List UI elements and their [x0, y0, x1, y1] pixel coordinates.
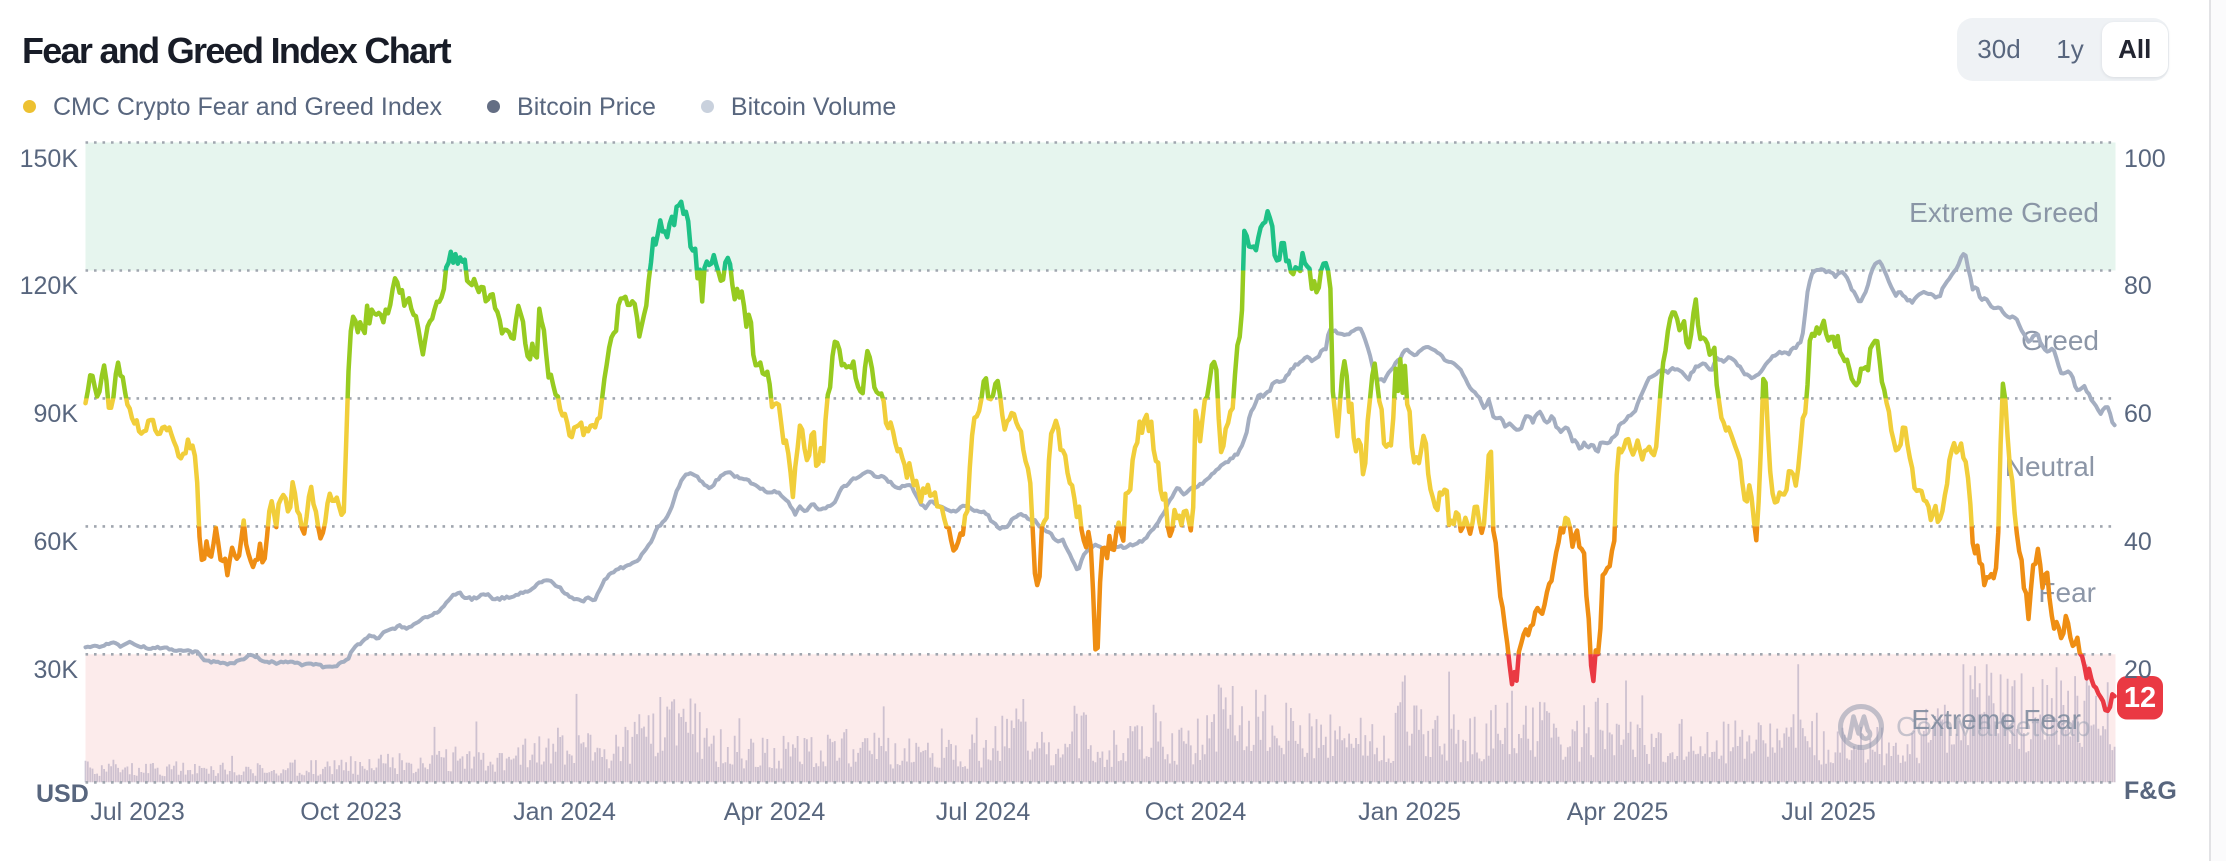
svg-text:Neutral: Neutral — [2005, 451, 2095, 482]
svg-text:Greed: Greed — [2021, 325, 2099, 356]
svg-text:CoinMarketCap: CoinMarketCap — [1896, 711, 2091, 742]
svg-text:12: 12 — [2124, 682, 2156, 714]
svg-text:Extreme Greed: Extreme Greed — [1909, 197, 2099, 228]
svg-text:Extreme Fear: Extreme Fear — [1911, 704, 2081, 735]
